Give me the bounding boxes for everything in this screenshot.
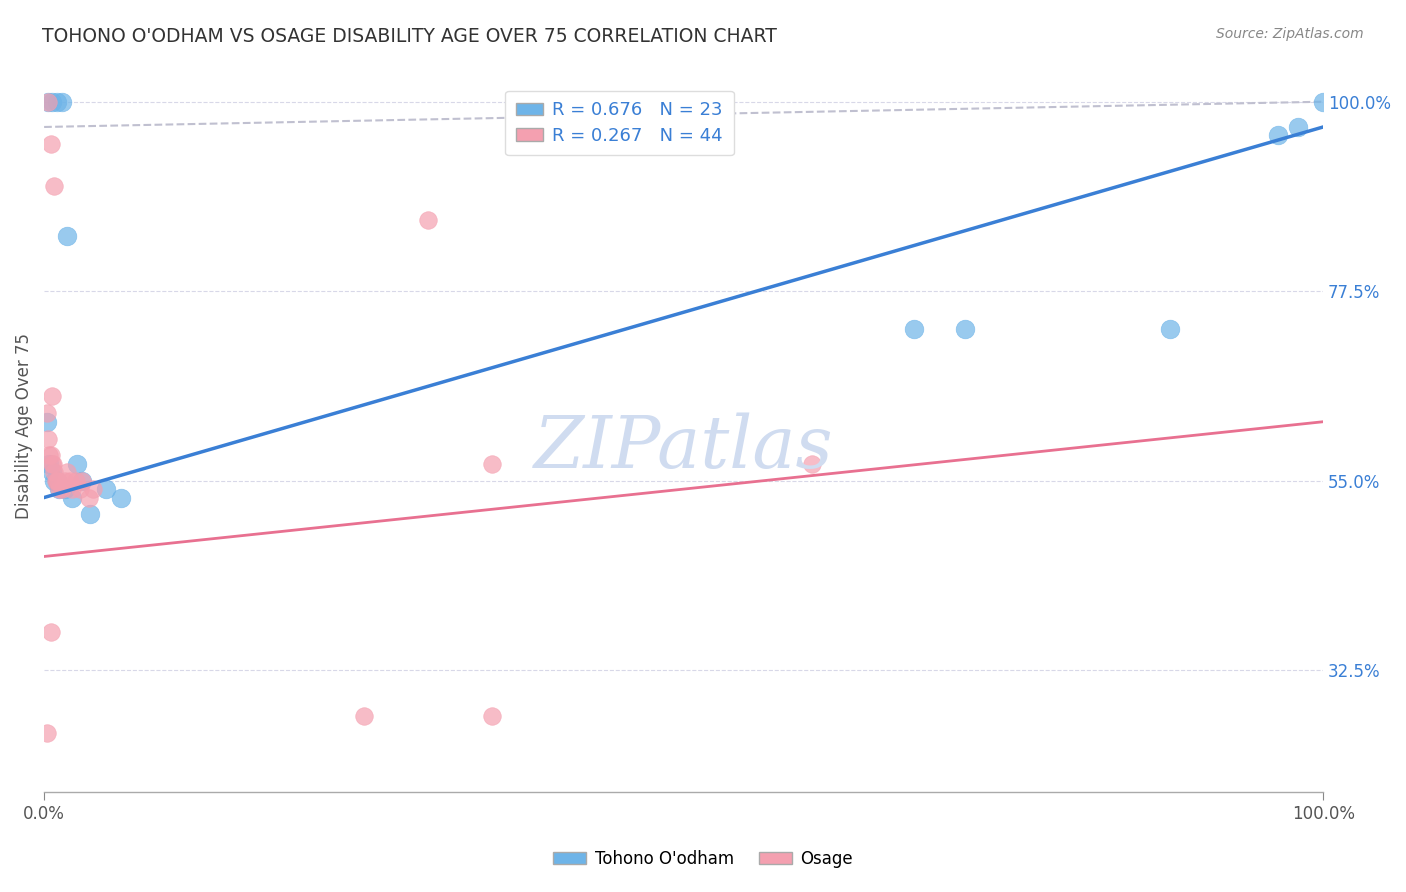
Point bbox=[37, 95, 59, 109]
Point bbox=[41, 389, 63, 403]
Point bbox=[53, 482, 76, 496]
Point bbox=[35, 415, 58, 429]
Point bbox=[94, 482, 117, 496]
Text: TOHONO O'ODHAM VS OSAGE DISABILITY AGE OVER 75 CORRELATION CHART: TOHONO O'ODHAM VS OSAGE DISABILITY AGE O… bbox=[42, 27, 778, 45]
Point bbox=[60, 482, 83, 496]
Point bbox=[56, 229, 79, 244]
Point bbox=[39, 449, 62, 463]
Point bbox=[110, 491, 132, 505]
Point bbox=[38, 449, 60, 463]
Point bbox=[72, 474, 94, 488]
Point bbox=[353, 709, 375, 723]
Point bbox=[48, 482, 70, 496]
Point bbox=[45, 95, 67, 109]
Point bbox=[41, 465, 63, 479]
Point bbox=[51, 482, 73, 496]
Point bbox=[35, 726, 58, 740]
Point bbox=[35, 406, 58, 420]
Point bbox=[51, 95, 73, 109]
Point bbox=[60, 491, 83, 505]
Legend: R = 0.676   N = 23, R = 0.267   N = 44: R = 0.676 N = 23, R = 0.267 N = 44 bbox=[506, 91, 734, 155]
Y-axis label: Disability Age Over 75: Disability Age Over 75 bbox=[15, 333, 32, 519]
Point bbox=[45, 474, 67, 488]
Point bbox=[59, 474, 82, 488]
Point bbox=[41, 457, 63, 471]
Point bbox=[1312, 95, 1334, 109]
Point bbox=[37, 432, 59, 446]
Point bbox=[79, 508, 101, 522]
Point bbox=[800, 457, 823, 471]
Point bbox=[65, 474, 87, 488]
Point bbox=[1159, 322, 1181, 336]
Point bbox=[82, 482, 104, 496]
Point bbox=[1267, 128, 1289, 143]
Point bbox=[77, 491, 100, 505]
Point bbox=[37, 95, 59, 109]
Point bbox=[416, 212, 439, 227]
Point bbox=[39, 136, 62, 151]
Point bbox=[39, 625, 62, 640]
Point bbox=[41, 95, 63, 109]
Text: Source: ZipAtlas.com: Source: ZipAtlas.com bbox=[1216, 27, 1364, 41]
Legend: Tohono O'odham, Osage: Tohono O'odham, Osage bbox=[547, 844, 859, 875]
Point bbox=[44, 474, 66, 488]
Point bbox=[903, 322, 925, 336]
Text: ZIPatlas: ZIPatlas bbox=[534, 413, 834, 483]
Point bbox=[53, 474, 76, 488]
Point bbox=[44, 178, 66, 193]
Point bbox=[953, 322, 976, 336]
Point bbox=[56, 465, 79, 479]
Point bbox=[42, 457, 65, 471]
Point bbox=[38, 457, 60, 471]
Point bbox=[72, 474, 94, 488]
Point bbox=[66, 457, 89, 471]
Point bbox=[48, 482, 70, 496]
Point bbox=[44, 465, 66, 479]
Point bbox=[46, 474, 69, 488]
Point bbox=[45, 474, 67, 488]
Point bbox=[69, 482, 91, 496]
Point bbox=[1286, 120, 1309, 134]
Point bbox=[481, 709, 503, 723]
Point bbox=[481, 457, 503, 471]
Point bbox=[45, 474, 67, 488]
